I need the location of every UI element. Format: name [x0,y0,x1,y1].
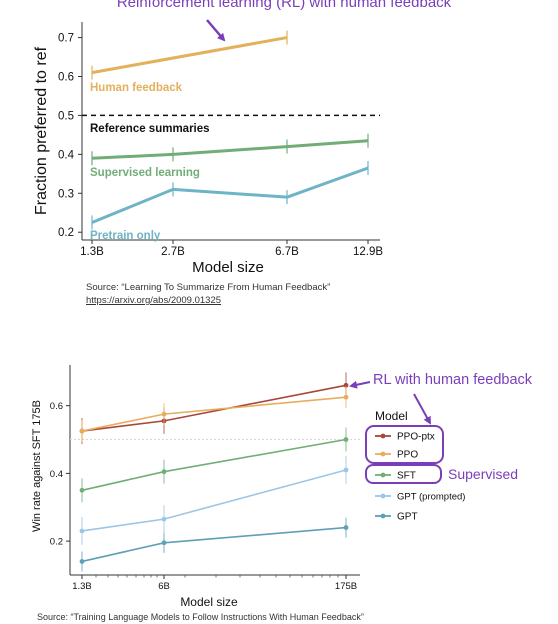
data-point-gpt-prompted [343,467,349,473]
data-point-ppo [343,394,349,400]
chart1-y-tick-label: 0.2 [58,227,74,239]
legend-label-ppo-ptx: PPO-ptx [397,432,435,443]
legend-marker-ppo-ptx [380,433,386,439]
legend-marker-gpt-prompted [380,493,386,499]
chart2-y-label: Win rate against SFT 175B [31,400,43,532]
rl-highlight-box [365,425,444,464]
data-point-gpt [343,525,349,530]
series-line-gpt [81,526,347,563]
chart2-x-label: Model size [180,595,238,609]
data-point-sft [161,469,167,475]
chart2-source-text: Source: “Training Language Models to Fol… [37,612,364,622]
chart1-x-tick-label: 2.7B [161,246,185,258]
reference-label: Reference summaries [90,123,210,135]
chart1-x-tick-label: 6.7B [275,246,299,258]
legend-marker-gpt [380,513,386,519]
chart1-y-tick-label: 0.7 [58,33,74,45]
supervised-annotation: Supervised [448,466,518,482]
data-point-ppo-ptx [343,382,349,388]
chart2-source: Source: “Training Language Models to Fol… [37,611,364,624]
chart2-y-tick-label: 0.4 [50,469,63,480]
chart1-x-tick-label: 12.9B [353,246,383,258]
series-line-pretrain-only [91,166,369,224]
rl-arrow-left [349,380,371,389]
chart2-x-tick-label: 6B [158,581,170,592]
chart1-x-label: Model size [192,259,264,276]
chart1-source: Source: “Learning To Summarize From Huma… [86,281,330,307]
data-point-gpt [79,559,85,564]
chart1-y-tick-label: 0.4 [58,149,75,161]
instruction-following-chart: 0.2 0.4 0.6 1.3B 6B 175B Win rate against SF… [31,365,533,609]
rl-annotation: RL with human feedback [373,372,533,388]
series-line-supervised-learning [91,139,369,160]
chart1-title: Reinforcement learning (RL) with human f… [117,0,452,11]
title-arrow [206,19,226,42]
chart2-y-tick-label: 0.6 [50,401,63,412]
chart1-source-text: Source: “Learning To Summarize From Huma… [86,282,331,293]
series-line-human-feedback [91,36,288,75]
chart1-y-tick-label: 0.3 [58,188,74,200]
chart1-source-link[interactable]: https://arxiv.org/abs/2009.01325 [86,295,222,306]
legend-label-ppo: PPO [397,450,418,461]
legend-marker-ppo [380,451,386,457]
data-point-ppo [79,428,85,434]
chart2-legend: Model PPO-ptx PPO SFT GPT (prompted) GPT Sup… [365,409,518,523]
series-line-sft [81,438,347,492]
summarization-chart: Reinforcement learning (RL) with human f… [33,0,452,276]
data-point-gpt-prompted [79,528,85,534]
series-label-human-feedback: Human feedback [90,82,183,94]
legend-label-gpt-prompted: GPT (prompted) [397,492,465,503]
chart2-y-tick-label: 0.2 [50,537,63,548]
rl-arrow-down [413,393,431,425]
chart1-y-tick-label: 0.5 [58,110,74,122]
data-point-gpt-prompted [161,516,167,522]
sft-highlight-box [365,464,442,484]
legend-label-gpt: GPT [397,512,418,523]
legend-title: Model [375,409,408,423]
legend-label-sft: SFT [397,471,416,482]
series-label-pretrain-only: Pretrain only [90,230,161,242]
series-label-supervised-learning: Supervised learning [90,167,200,179]
data-point-gpt [161,540,167,546]
legend-marker-sft [380,472,386,478]
series-line-ppo-ptx [81,384,347,432]
chart1-y-tick-label: 0.6 [58,72,74,84]
chart1-y-label: Fraction preferred to ref [33,46,50,215]
data-point-sft [343,437,349,442]
chart2-x-tick-label: 1.3B [72,581,92,592]
chart2-x-tick-label: 175B [335,581,357,592]
chart1-x-tick-label: 1.3B [80,246,104,258]
data-point-ppo [161,411,167,417]
series-line-gpt-prompted [81,469,347,532]
data-point-sft [79,487,85,493]
